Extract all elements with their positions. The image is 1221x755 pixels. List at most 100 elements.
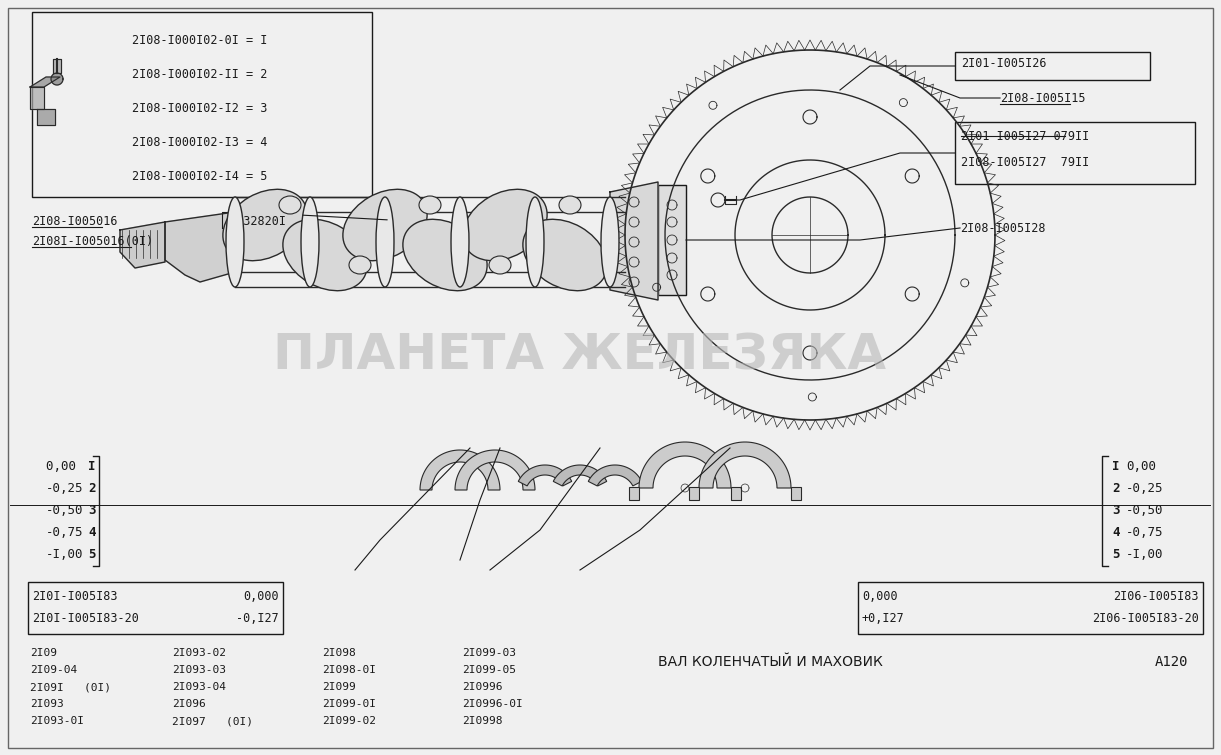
- Polygon shape: [589, 465, 642, 486]
- Polygon shape: [791, 487, 801, 500]
- Ellipse shape: [343, 190, 427, 260]
- Polygon shape: [37, 109, 55, 125]
- Text: 2I099-05: 2I099-05: [462, 665, 516, 675]
- Text: 2I0998: 2I0998: [462, 716, 503, 726]
- Text: 0,00: 0,00: [45, 460, 83, 473]
- Text: 2I08I-I005016(0I): 2I08I-I005016(0I): [32, 235, 153, 248]
- Text: 2I08-I005I27  79II: 2I08-I005I27 79II: [961, 156, 1089, 169]
- Text: 2I093-0I: 2I093-0I: [31, 716, 84, 726]
- Text: 2I08-I000I02-I3 = 4: 2I08-I000I02-I3 = 4: [132, 136, 267, 149]
- Polygon shape: [518, 465, 571, 486]
- Ellipse shape: [559, 196, 581, 214]
- Text: I: I: [1112, 460, 1120, 473]
- Text: -I,00: -I,00: [1126, 548, 1164, 561]
- Polygon shape: [455, 450, 535, 490]
- Text: 2: 2: [1112, 482, 1120, 495]
- Text: 0,000: 0,000: [243, 590, 280, 603]
- Polygon shape: [731, 487, 741, 500]
- Text: -0,25: -0,25: [1126, 482, 1164, 495]
- Text: -0,25: -0,25: [45, 482, 83, 495]
- Polygon shape: [639, 442, 731, 488]
- Ellipse shape: [302, 197, 319, 287]
- Bar: [955, 52, 1150, 80]
- Text: 2I099: 2I099: [322, 682, 355, 692]
- Polygon shape: [120, 222, 165, 268]
- Bar: [28, 582, 283, 634]
- Ellipse shape: [223, 190, 308, 260]
- Ellipse shape: [349, 256, 371, 274]
- Text: 2I09: 2I09: [31, 648, 57, 658]
- Text: -0,50: -0,50: [45, 504, 83, 517]
- Ellipse shape: [419, 196, 441, 214]
- Text: I432820I: I432820I: [230, 215, 287, 228]
- Text: 2I093-02: 2I093-02: [172, 648, 226, 658]
- Polygon shape: [553, 465, 607, 486]
- Text: 2I08-I005016: 2I08-I005016: [32, 215, 117, 228]
- Text: А120: А120: [1155, 655, 1188, 669]
- Text: +0,I27: +0,I27: [862, 612, 905, 625]
- Text: ПЛАНЕТА ЖЕЛЕЗЯКА: ПЛАНЕТА ЖЕЛЕЗЯКА: [274, 331, 886, 379]
- Text: 5: 5: [1112, 548, 1120, 561]
- Text: -0,50: -0,50: [1126, 504, 1164, 517]
- Text: 2I093-04: 2I093-04: [172, 682, 226, 692]
- Ellipse shape: [283, 219, 368, 291]
- Text: 3: 3: [88, 504, 95, 517]
- Bar: [858, 582, 1203, 634]
- Ellipse shape: [226, 197, 244, 287]
- Polygon shape: [165, 212, 234, 282]
- Polygon shape: [53, 59, 61, 73]
- Text: 2I098-0I: 2I098-0I: [322, 665, 376, 675]
- Text: 2I01-I005I27 079II: 2I01-I005I27 079II: [961, 130, 1089, 143]
- Text: 2I0I-I005I83: 2I0I-I005I83: [32, 590, 117, 603]
- Ellipse shape: [601, 197, 619, 287]
- Text: 2I06-I005I83-20: 2I06-I005I83-20: [1092, 612, 1199, 625]
- Text: 2I08-I000I02-II = 2: 2I08-I000I02-II = 2: [132, 68, 267, 81]
- Text: I: I: [88, 460, 95, 473]
- Text: 2I096: 2I096: [172, 699, 206, 709]
- Polygon shape: [689, 487, 698, 500]
- Text: 5: 5: [88, 548, 95, 561]
- Ellipse shape: [488, 256, 512, 274]
- Ellipse shape: [523, 219, 607, 291]
- Text: -0,75: -0,75: [45, 526, 83, 539]
- Polygon shape: [658, 185, 686, 295]
- Text: 2I09-04: 2I09-04: [31, 665, 77, 675]
- Text: 2I093-03: 2I093-03: [172, 665, 226, 675]
- Polygon shape: [420, 450, 501, 490]
- Ellipse shape: [280, 196, 302, 214]
- Polygon shape: [31, 77, 60, 87]
- Text: 2I06-I005I83: 2I06-I005I83: [1114, 590, 1199, 603]
- Text: -0,I27: -0,I27: [236, 612, 280, 625]
- Ellipse shape: [451, 197, 469, 287]
- Text: 2I099-0I: 2I099-0I: [322, 699, 376, 709]
- Ellipse shape: [463, 190, 547, 260]
- Text: 2I098: 2I098: [322, 648, 355, 658]
- Text: 2I093: 2I093: [31, 699, 63, 709]
- Text: 2I099-02: 2I099-02: [322, 716, 376, 726]
- Polygon shape: [31, 87, 44, 109]
- Bar: [658, 185, 686, 295]
- Text: 2I08-I005I28: 2I08-I005I28: [960, 222, 1045, 235]
- Polygon shape: [698, 442, 791, 488]
- Text: 2I097   (0I): 2I097 (0I): [172, 716, 253, 726]
- Text: 2I08-I000I02-I4 = 5: 2I08-I000I02-I4 = 5: [132, 170, 267, 183]
- Text: 2I09I   (0I): 2I09I (0I): [31, 682, 111, 692]
- Text: -I,00: -I,00: [45, 548, 83, 561]
- Text: 2I099-03: 2I099-03: [462, 648, 516, 658]
- Ellipse shape: [376, 197, 394, 287]
- Text: -0,75: -0,75: [1126, 526, 1164, 539]
- Text: ВАЛ КОЛЕНЧАТЫЙ И МАХОВИК: ВАЛ КОЛЕНЧАТЫЙ И МАХОВИК: [658, 655, 883, 669]
- Ellipse shape: [403, 219, 487, 291]
- Text: 0,000: 0,000: [862, 590, 897, 603]
- Text: 2I01-I005I26: 2I01-I005I26: [961, 57, 1046, 70]
- Text: 2I08-I000I02-I2 = 3: 2I08-I000I02-I2 = 3: [132, 102, 267, 115]
- Polygon shape: [629, 487, 639, 500]
- Text: 4: 4: [1112, 526, 1120, 539]
- Polygon shape: [610, 182, 658, 300]
- Bar: [32, 12, 372, 197]
- Text: 2I08-I005I15: 2I08-I005I15: [1000, 92, 1085, 105]
- Bar: [955, 122, 1195, 184]
- Text: 2I0996: 2I0996: [462, 682, 503, 692]
- Text: 2I08-I000I02-0I = I: 2I08-I000I02-0I = I: [132, 34, 267, 47]
- Text: 2I0996-0I: 2I0996-0I: [462, 699, 523, 709]
